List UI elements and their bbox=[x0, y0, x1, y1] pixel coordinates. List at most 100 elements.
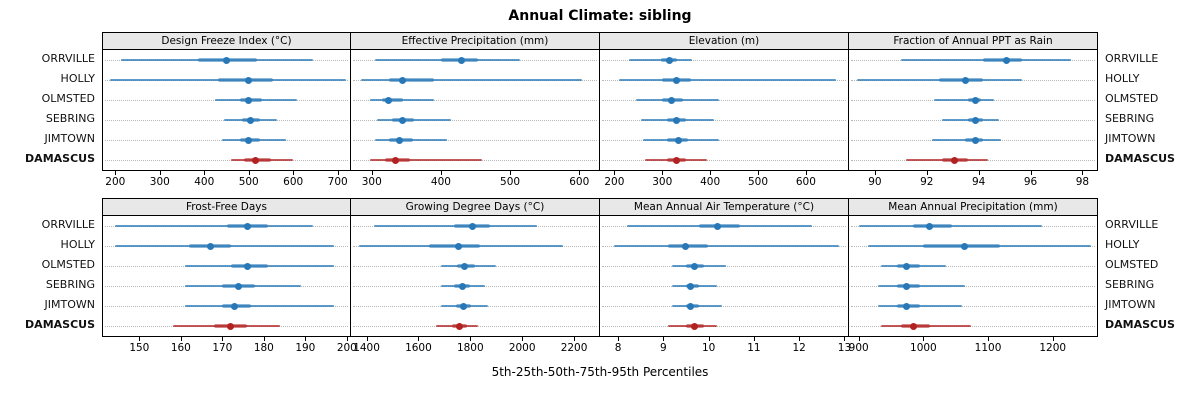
axis-tick-label: 10 bbox=[701, 342, 716, 354]
panel-axis: 200 300 400 500 600 bbox=[600, 171, 849, 195]
median-dot bbox=[235, 282, 243, 290]
axis-tick bbox=[418, 337, 420, 341]
median-dot bbox=[247, 116, 255, 124]
axis-tick-label: 8 bbox=[614, 342, 622, 354]
panel-row-2: ORRVILLE HOLLY OLMSTED SEBRING JIMTOWN DAMASC… bbox=[2, 198, 1198, 361]
site-label-right: SEBRING bbox=[1105, 278, 1155, 291]
axis-tick-label: 180 bbox=[253, 342, 274, 354]
site-label-left: OLMSTED bbox=[41, 92, 95, 105]
axis-tick-label: 1000 bbox=[910, 342, 937, 354]
chart-area: ORRVILLE HOLLY OLMSTED SEBRING JIMTOWN DAMASC… bbox=[0, 32, 1200, 361]
panel-frame: Fraction of Annual PPT as Rain bbox=[849, 32, 1098, 171]
panel-elevation-m: Elevation (m) 200 300 400 500 600 bbox=[600, 32, 849, 195]
axis-tick-label: 13 bbox=[837, 342, 852, 354]
site-label-right: SEBRING bbox=[1105, 112, 1155, 125]
panel-strip-title: Mean Annual Air Temperature (°C) bbox=[600, 198, 848, 216]
axis-tick bbox=[115, 171, 117, 175]
site-label-left: JIMTOWN bbox=[44, 132, 95, 145]
axis-tick bbox=[574, 337, 576, 341]
median-dot bbox=[961, 242, 969, 250]
axis-tick bbox=[248, 171, 250, 175]
site-label-right: DAMASCUS bbox=[1105, 152, 1175, 165]
axis-tick-label: 400 bbox=[194, 176, 215, 188]
panel-axis: 1400 1600 1800 2000 2200 bbox=[351, 337, 600, 361]
median-dot bbox=[972, 116, 980, 124]
axis-tick-label: 1400 bbox=[353, 342, 380, 354]
gridline bbox=[851, 286, 1095, 287]
median-dot bbox=[245, 76, 253, 84]
axis-tick-label: 96 bbox=[1023, 176, 1038, 188]
axis-tick bbox=[204, 171, 206, 175]
median-dot bbox=[227, 322, 235, 330]
axis-tick bbox=[1082, 171, 1084, 175]
panel-plot-area bbox=[600, 216, 848, 337]
panel-fraction-of-annual-ppt-as-rain: Fraction of Annual PPT as Rain 90 92 94 96 98 bbox=[849, 32, 1098, 195]
axis-tick-label: 170 bbox=[212, 342, 233, 354]
iqr-bar bbox=[382, 98, 403, 102]
panel-plot-area bbox=[849, 50, 1097, 171]
site-labels-left: ORRVILLE HOLLY OLMSTED SEBRING JIMTOWN DAMASC… bbox=[2, 198, 102, 361]
axis-tick bbox=[1052, 337, 1054, 341]
iqr-bar bbox=[939, 78, 984, 82]
median-dot bbox=[231, 302, 239, 310]
axis-tick bbox=[139, 337, 141, 341]
axis-tick bbox=[366, 337, 368, 341]
percentile-whisker bbox=[370, 159, 482, 161]
axis-tick-label: 2200 bbox=[560, 342, 588, 354]
median-dot bbox=[206, 242, 214, 250]
axis-tick-label: 500 bbox=[500, 176, 521, 188]
axis-tick-label: 90 bbox=[868, 176, 882, 188]
panel-axis: 200 300 400 500 600 700 bbox=[102, 171, 351, 195]
gridline bbox=[353, 100, 597, 101]
site-label-left: DAMASCUS bbox=[25, 318, 95, 331]
axis-tick bbox=[293, 171, 295, 175]
percentile-whisker bbox=[377, 119, 451, 121]
axis-tick-label: 500 bbox=[238, 176, 259, 188]
axis-tick bbox=[988, 337, 990, 341]
axis-tick-label: 200 bbox=[336, 342, 357, 354]
site-label-left: ORRVILLE bbox=[41, 52, 95, 65]
axis-tick bbox=[614, 171, 616, 175]
axis-caption: 5th-25th-50th-75th-95th Percentiles bbox=[491, 365, 709, 379]
axis-tick bbox=[874, 171, 876, 175]
chart-title: Annual Climate: sibling bbox=[508, 8, 692, 24]
panel-mean-annual-air-temperature-c: Mean Annual Air Temperature (°C) 8 9 10 11 12… bbox=[600, 198, 852, 361]
strip-spacer bbox=[2, 198, 102, 215]
site-label-left: DAMASCUS bbox=[25, 152, 95, 165]
gridline bbox=[602, 326, 846, 327]
median-dot bbox=[456, 322, 463, 330]
axis-tick bbox=[522, 337, 524, 341]
axis-tick bbox=[799, 337, 801, 341]
median-dot bbox=[392, 156, 400, 164]
gridline bbox=[602, 100, 846, 101]
median-dot bbox=[243, 262, 251, 270]
gridline bbox=[353, 120, 597, 121]
site-label-right: ORRVILLE bbox=[1105, 218, 1159, 231]
median-dot bbox=[903, 282, 911, 290]
axis-tick-label: 190 bbox=[295, 342, 316, 354]
axis-tick bbox=[844, 337, 846, 341]
median-dot bbox=[675, 136, 683, 144]
axis-tick bbox=[470, 337, 472, 341]
gridline bbox=[602, 60, 846, 61]
panel-frame: Elevation (m) bbox=[600, 32, 849, 171]
site-label-right: HOLLY bbox=[1105, 72, 1140, 85]
median-dot bbox=[972, 136, 980, 144]
axis-tick-label: 12 bbox=[792, 342, 806, 354]
median-dot bbox=[251, 156, 259, 164]
median-dot bbox=[454, 242, 462, 250]
iqr-bar bbox=[983, 58, 1023, 62]
gridline bbox=[602, 120, 846, 121]
site-label-left: SEBRING bbox=[45, 278, 95, 291]
axis-tick bbox=[663, 337, 665, 341]
panel-plot-area bbox=[351, 216, 599, 337]
axis-tick bbox=[1030, 171, 1032, 175]
strip-spacer bbox=[2, 32, 102, 49]
axis-tick bbox=[923, 337, 925, 341]
panel-strip-title: Frost-Free Days bbox=[103, 198, 350, 216]
axis-tick-label: 9 bbox=[660, 342, 667, 354]
panel-strip-title: Growing Degree Days (°C) bbox=[351, 198, 599, 216]
median-dot bbox=[682, 242, 690, 250]
site-label-right: OLMSTED bbox=[1105, 258, 1159, 271]
